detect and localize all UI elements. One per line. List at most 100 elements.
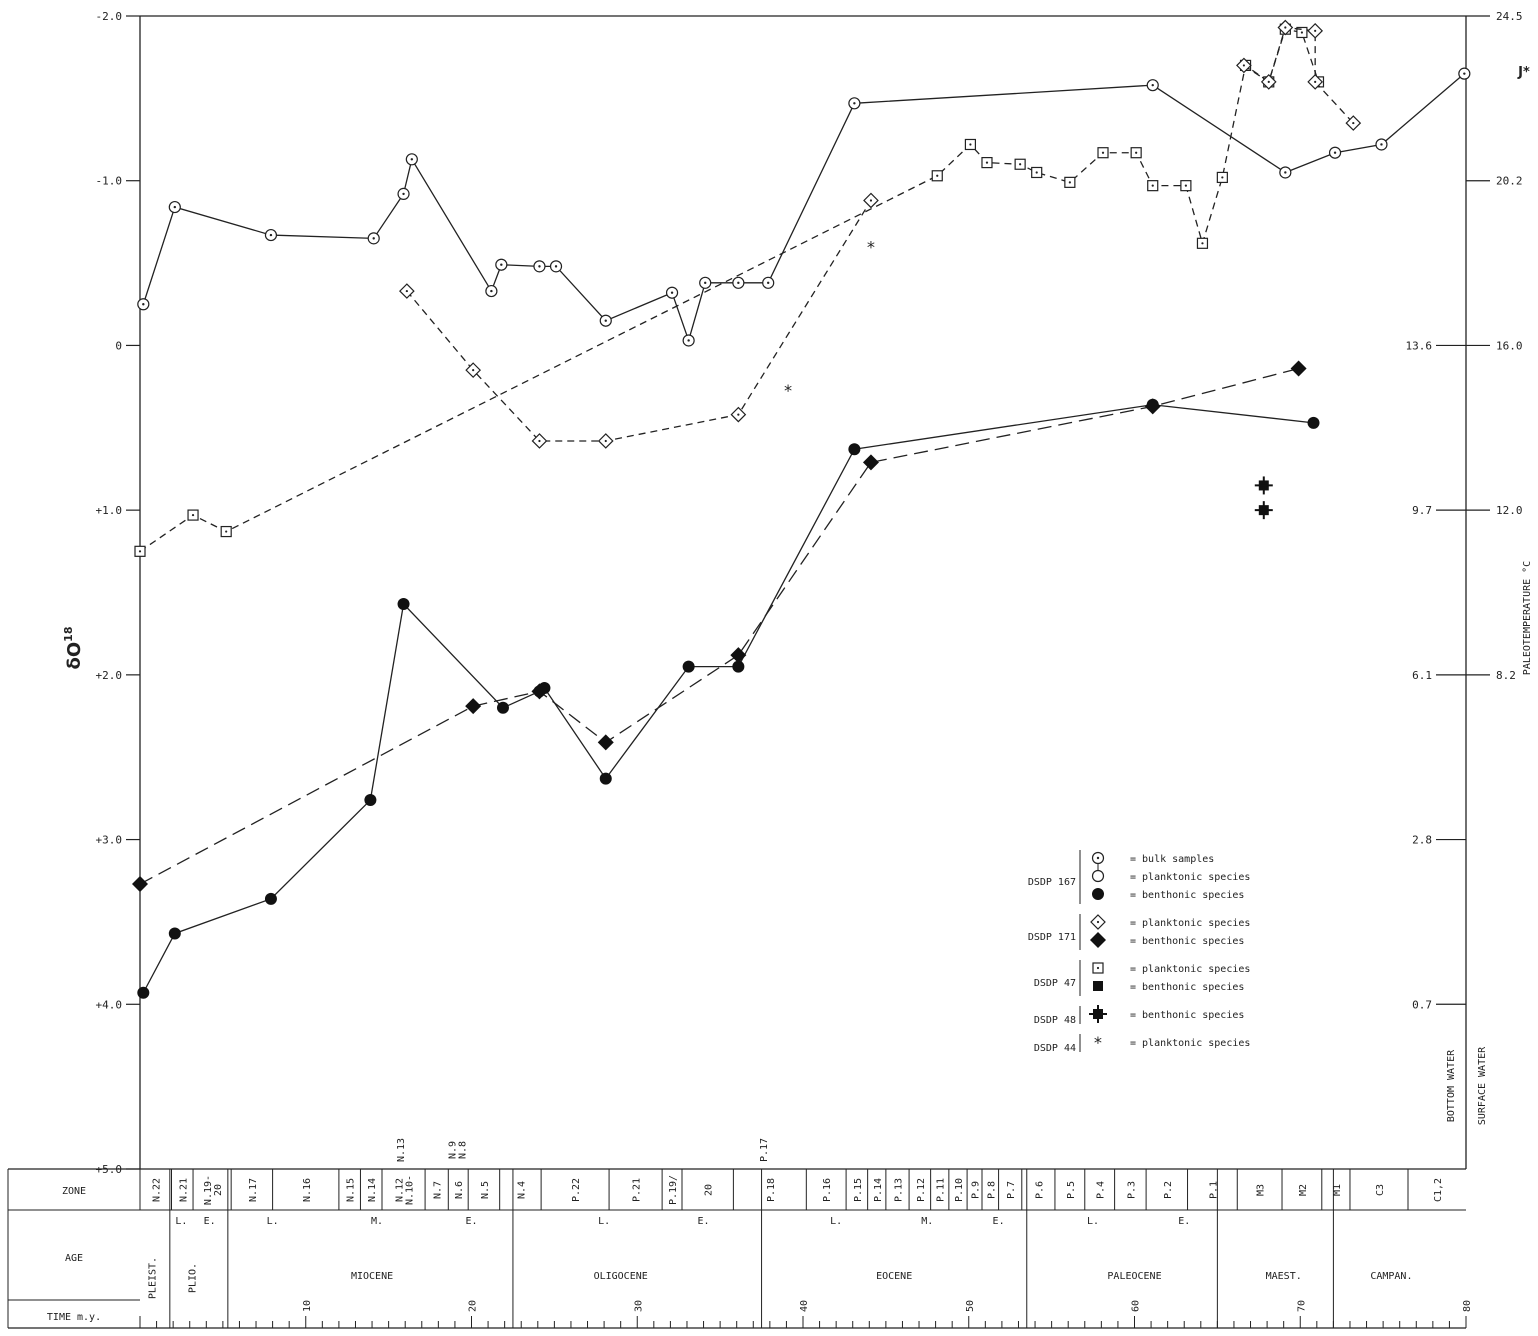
data-point	[862, 454, 879, 471]
data-point	[848, 443, 861, 456]
zone-label: P.3	[1126, 1181, 1137, 1199]
marker-asterisk: *	[1093, 1033, 1103, 1052]
zone-label: N.12	[395, 1178, 406, 1202]
data-point	[1014, 158, 1026, 170]
zone-label: P.16	[822, 1178, 833, 1202]
epoch-label: MAEST.	[1266, 1271, 1302, 1282]
subepoch-label: M.	[371, 1216, 383, 1227]
data-point	[1279, 166, 1292, 179]
data-point: *	[783, 381, 793, 400]
legend-site: DSDP 47	[1034, 978, 1076, 989]
marker-dot	[1151, 184, 1154, 187]
marker-dot	[372, 237, 375, 240]
marker-filled-circle	[264, 892, 277, 905]
series-line	[139, 367, 1299, 885]
marker-filled-circle	[397, 598, 410, 611]
y-tick-label: -1.0	[96, 175, 123, 188]
zone-label: N.10-	[405, 1175, 416, 1205]
surface-temp-label: 20.2	[1496, 175, 1523, 188]
marker-dot	[1352, 121, 1355, 125]
marker-dot	[1314, 80, 1317, 83]
marker-dot	[1221, 176, 1224, 179]
marker-filled-diamond	[1144, 398, 1161, 415]
legend-site: DSDP 44	[1034, 1043, 1076, 1054]
epoch-label: EOCENE	[876, 1271, 912, 1282]
data-point	[187, 509, 199, 521]
zone-label: N.17	[248, 1178, 259, 1202]
marker-dot	[1068, 181, 1071, 184]
series-3	[132, 360, 1307, 893]
legend-group: DSDP 47 = planktonic species = benthonic s…	[1034, 960, 1250, 996]
data-point	[964, 138, 977, 151]
data-point	[364, 794, 377, 807]
data-point	[1196, 237, 1209, 249]
legend-site: DSDP 171	[1028, 932, 1076, 943]
zone-label: N.19-	[203, 1175, 214, 1205]
marker-dot	[1300, 31, 1304, 34]
data-point	[730, 406, 747, 423]
data-point	[531, 683, 548, 700]
y2-axis-title: PALEOTEMPERATURE °C	[1522, 561, 1533, 675]
data-point	[168, 200, 181, 214]
legend-marker	[1090, 914, 1106, 930]
zone-label: P.9	[971, 1181, 982, 1199]
data-point	[531, 433, 548, 449]
zone-label: P.7	[1006, 1181, 1017, 1199]
zone-label: N.14	[367, 1178, 378, 1202]
marker-filled-diamond	[531, 683, 548, 700]
data-point	[397, 187, 410, 200]
data-point	[1031, 166, 1043, 179]
y-tick-label: -2.0	[96, 10, 123, 23]
data-point	[848, 97, 861, 110]
data-point	[132, 876, 148, 893]
zone-label: P.1	[1208, 1181, 1219, 1199]
data-point	[597, 734, 614, 751]
data-point	[168, 927, 181, 940]
marker-dot	[936, 174, 939, 177]
marker-dot	[173, 205, 177, 209]
data-point	[665, 286, 679, 299]
legend-marker: *	[1093, 1033, 1103, 1052]
data-point	[1254, 501, 1273, 520]
zone-label: 20	[704, 1184, 715, 1196]
marker-filled-circle	[496, 701, 509, 714]
legend-marker	[1089, 1005, 1107, 1023]
marker-dot	[1096, 920, 1100, 924]
y-tick-label: 0	[115, 339, 122, 352]
legend-text: = planktonic species	[1130, 918, 1250, 929]
data-point	[496, 701, 509, 714]
zone-label: C1,2	[1433, 1178, 1444, 1202]
data-point	[1236, 57, 1252, 74]
legend-marker	[1091, 869, 1105, 883]
series-5	[1236, 19, 1362, 131]
marker-dot	[538, 439, 541, 443]
zone-label: P.22	[571, 1178, 582, 1202]
marker-filled-circle	[682, 660, 695, 673]
legend-text: = planktonic species	[1130, 964, 1250, 975]
marker-dot	[405, 289, 408, 293]
time-tick-label: 80	[1462, 1300, 1473, 1312]
zone-label: P.14	[873, 1178, 884, 1202]
zone-label: N.7	[433, 1181, 444, 1199]
zone-label: M2	[1298, 1184, 1309, 1196]
zone-label: P.2	[1163, 1181, 1174, 1199]
marker-filled-circle	[848, 443, 861, 456]
data-point	[549, 260, 563, 273]
y-tick-label: +4.0	[96, 998, 123, 1011]
marker-dot	[554, 265, 558, 268]
data-point	[1147, 180, 1159, 192]
data-point	[1307, 22, 1324, 39]
marker-dot	[1151, 83, 1154, 87]
data-point	[682, 660, 695, 673]
marker-dot	[704, 281, 707, 285]
data-point	[981, 156, 993, 169]
zone-label: N.21	[178, 1178, 189, 1202]
subepoch-label: L.	[267, 1216, 279, 1227]
data-point	[1097, 147, 1109, 159]
y-axis-title: δO18	[62, 627, 85, 670]
marker-filled-circle	[1307, 416, 1320, 429]
marker-dot	[1135, 151, 1138, 154]
marker-circle	[1091, 869, 1105, 883]
series-4	[134, 23, 1325, 557]
subepoch-label: E.	[1178, 1216, 1190, 1227]
